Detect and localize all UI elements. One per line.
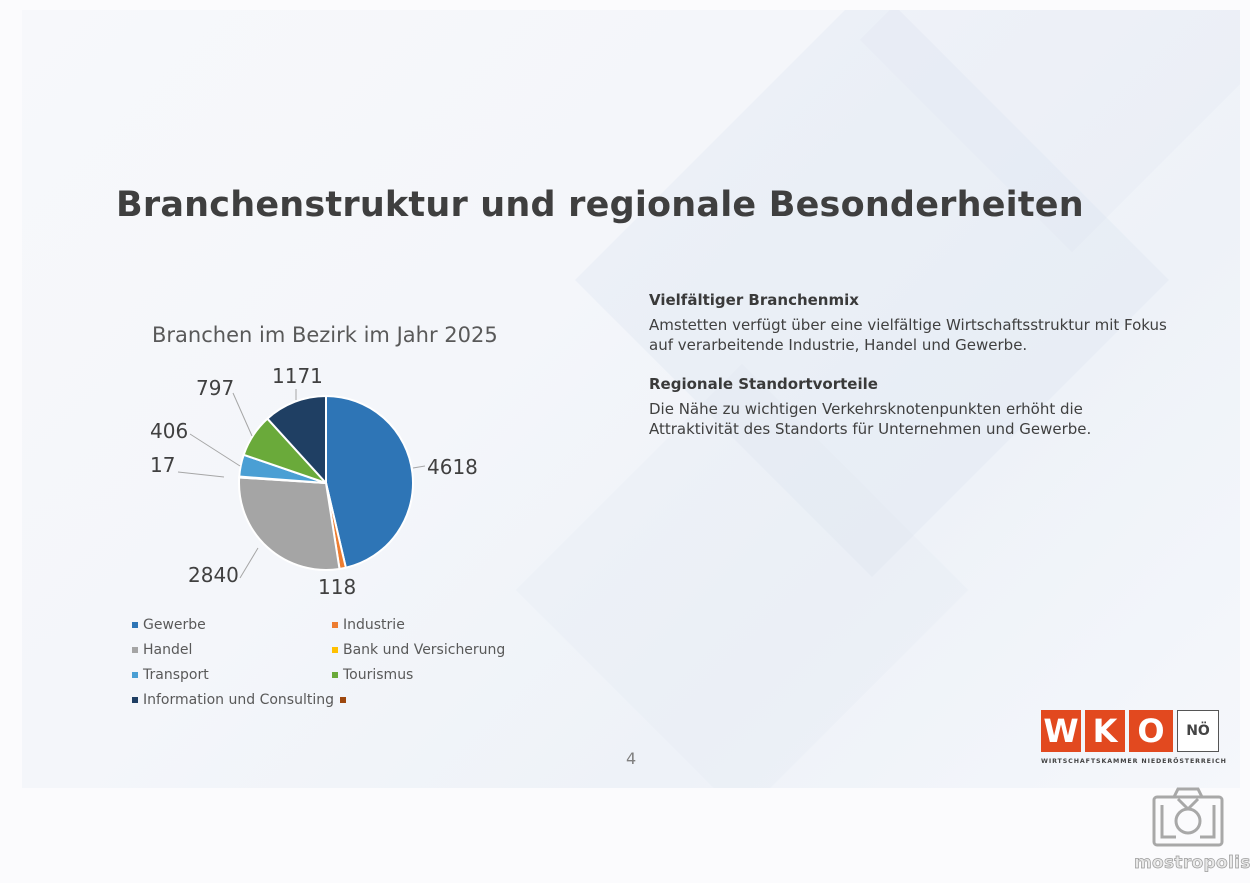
leader-line	[189, 433, 241, 467]
legend-item-bank-versicherung: Bank und Versicherung	[332, 642, 505, 658]
logo-letter-k: K	[1085, 710, 1125, 752]
text-block-standortvorteile: Regionale Standortvorteile Die Nähe zu w…	[649, 375, 1169, 439]
slide-title: Branchenstruktur und regionale Besonderh…	[116, 185, 1084, 225]
logo-subtitle: WIRTSCHAFTSKAMMER NIEDERÖSTERREICH	[1041, 758, 1227, 765]
legend-item-tourismus: Tourismus	[332, 667, 413, 683]
watermark-text: mostropolis	[1134, 853, 1250, 874]
legend-item-gewerbe: Gewerbe	[132, 617, 206, 633]
camera-watermark-icon	[1152, 787, 1224, 847]
data-label: 797	[196, 376, 234, 400]
chart-title: Branchen im Bezirk im Jahr 2025	[152, 323, 498, 347]
block-body: Amstetten verfügt über eine vielfältige …	[649, 316, 1167, 354]
legend-swatch	[132, 647, 138, 653]
data-label: 118	[318, 575, 356, 599]
text-column: Vielfältiger Branchenmix Amstetten verfü…	[649, 291, 1169, 459]
legend-item-handel: Handel	[132, 642, 192, 658]
text-block-branchenmix: Vielfältiger Branchenmix Amstetten verfü…	[649, 291, 1169, 355]
logo-letter-o: O	[1129, 710, 1173, 752]
data-label: 17	[150, 453, 175, 477]
logo-region: NÖ	[1177, 710, 1219, 752]
leader-line	[239, 547, 259, 579]
page-number: 4	[626, 749, 637, 768]
legend-item-transport: Transport	[132, 667, 209, 683]
pie-slice	[238, 476, 341, 571]
logo-letter-w: W	[1041, 710, 1081, 752]
legend-swatch-unlabeled	[339, 697, 346, 703]
legend-item-information-consulting: Information und Consulting	[132, 692, 351, 708]
pie-slice	[266, 394, 327, 486]
legend-swatch	[132, 672, 138, 678]
data-label: 406	[150, 419, 188, 443]
wko-logo: W K O NÖ WIRTSCHAFTSKAMMER NIEDERÖSTERRE…	[1041, 710, 1227, 765]
block-heading: Regionale Standortvorteile	[649, 375, 878, 393]
data-label: 2840	[188, 563, 239, 587]
leader-line	[177, 471, 225, 478]
block-body: Die Nähe zu wichtigen Verkehrsknotenpunk…	[649, 400, 1092, 438]
legend-swatch	[132, 697, 138, 703]
watermark: mostropolis	[1134, 785, 1250, 874]
slide-background	[22, 10, 1240, 788]
legend-swatch	[332, 622, 338, 628]
legend-item-industrie: Industrie	[332, 617, 405, 633]
legend-swatch	[132, 622, 138, 628]
data-label: 4618	[427, 455, 478, 479]
data-label: 1171	[272, 364, 323, 388]
pie-slice	[325, 394, 414, 569]
legend-swatch	[332, 647, 338, 653]
legend-swatch	[332, 672, 338, 678]
leader-line	[232, 392, 253, 437]
leader-line	[412, 465, 426, 469]
block-heading: Vielfältiger Branchenmix	[649, 291, 859, 309]
